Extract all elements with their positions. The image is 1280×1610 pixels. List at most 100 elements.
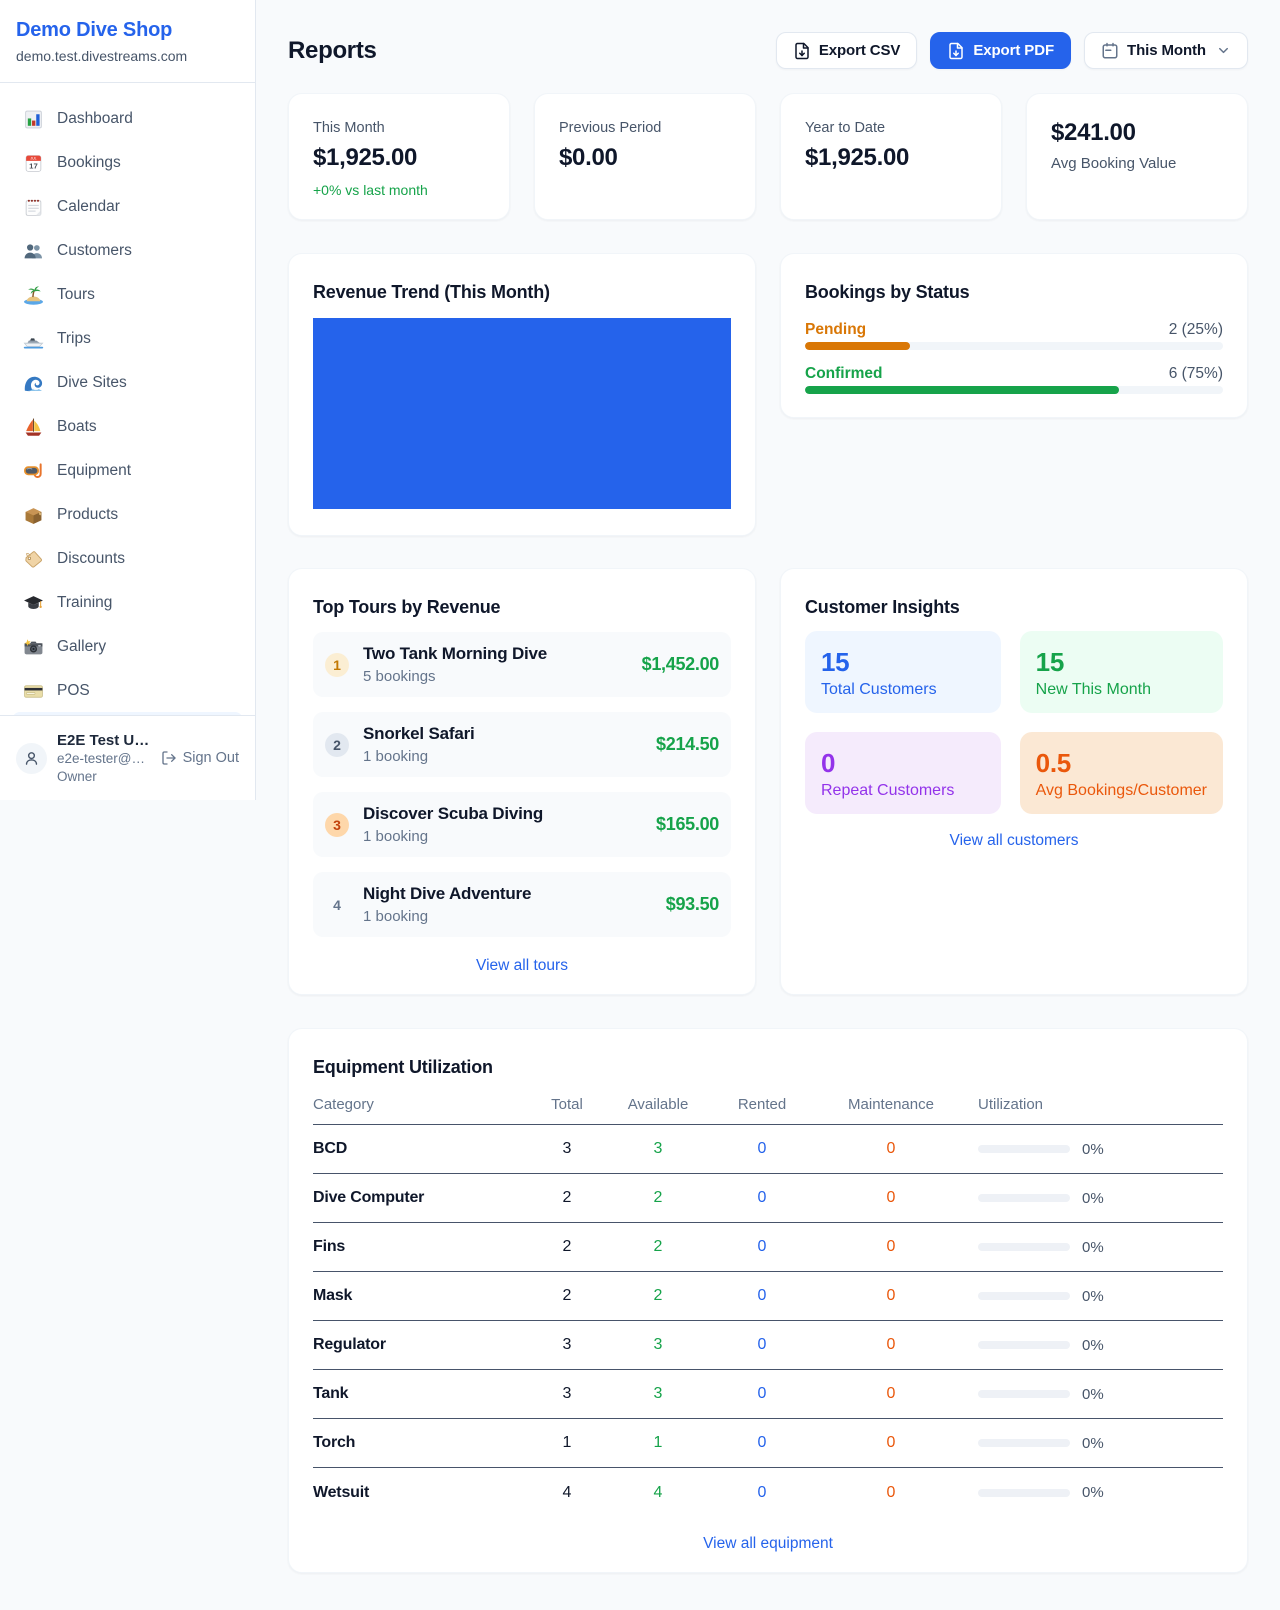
diving-mask-icon — [22, 460, 44, 482]
stat-card-year-to-date: Year to Date $1,925.00 — [780, 93, 1002, 220]
insight-tile-avg-bookings: 0.5 Avg Bookings/Customer — [1019, 732, 1223, 814]
top-tours-title: Top Tours by Revenue — [313, 597, 501, 617]
equipment-maintenance: 0 — [886, 1140, 896, 1157]
revenue-bar — [313, 318, 731, 509]
speedboat-icon — [22, 328, 44, 350]
table-row: Torch 1 1 0 0 0% — [313, 1419, 1223, 1468]
rank-badge: 4 — [333, 896, 341, 913]
status-label: Confirmed — [805, 365, 883, 382]
utilization-track — [978, 1488, 1070, 1497]
sidebar-item-reports[interactable] — [12, 712, 243, 715]
sign-out-button[interactable]: Sign Out — [161, 750, 239, 766]
stat-value: $241.00 — [1051, 119, 1136, 146]
rank-badge: 1 — [325, 652, 349, 677]
sidebar-item-label: POS — [57, 682, 90, 699]
tour-revenue: $214.50 — [656, 734, 719, 754]
equipment-available: 3 — [653, 1336, 663, 1353]
equipment-available: 2 — [653, 1189, 663, 1206]
sidebar-item-bookings[interactable]: 17 JUL Bookings — [12, 143, 243, 183]
user-role: Owner — [57, 768, 97, 784]
insight-tile-repeat-customers: 0 Repeat Customers — [805, 732, 1001, 814]
shop-name: Demo Dive Shop — [16, 19, 173, 41]
utilization-track — [978, 1292, 1070, 1300]
sidebar-item-dashboard[interactable]: Dashboard — [12, 99, 243, 139]
tour-name: Night Dive Adventure — [363, 884, 532, 903]
equipment-total: 3 — [562, 1336, 572, 1353]
equipment-table-header: Category Total Available Rented Maintena… — [313, 1094, 1223, 1125]
utilization-percent: 0% — [1082, 1484, 1104, 1501]
period-selector[interactable]: This Month — [1084, 32, 1248, 69]
column-header: Rented — [737, 1096, 787, 1113]
equipment-utilization-cell: 0% — [967, 1190, 1223, 1207]
equipment-rented: 0 — [757, 1385, 767, 1402]
equipment-category: Torch — [313, 1434, 356, 1451]
export-pdf-button[interactable]: Export PDF — [930, 32, 1072, 69]
utilization-track — [978, 1194, 1070, 1202]
user-name: E2E Test U… — [57, 731, 150, 749]
bar-chart-icon — [22, 108, 44, 130]
export-csv-label: Export CSV — [818, 42, 901, 59]
equipment-available: 3 — [653, 1140, 663, 1157]
tour-name: Discover Scuba Diving — [363, 804, 544, 823]
table-row: Mask 2 2 0 0 0% — [313, 1272, 1223, 1321]
equipment-utilization-cell: 0% — [967, 1484, 1223, 1501]
table-row: BCD 3 3 0 0 0% — [313, 1125, 1223, 1174]
stat-card-avg-booking-value: $241.00 Avg Booking Value — [1026, 93, 1248, 220]
wave-icon — [22, 372, 44, 394]
insight-value: 15 — [1035, 647, 1065, 677]
sidebar-item-training[interactable]: Training — [12, 583, 243, 623]
sidebar-item-equipment[interactable]: Equipment — [12, 451, 243, 491]
sidebar-nav: Dashboard 17 JUL Bookings Calendar Custom… — [0, 83, 255, 715]
equipment-total: 3 — [562, 1385, 572, 1402]
table-row: Dive Computer 2 2 0 0 0% — [313, 1174, 1223, 1223]
mid-row: Top Tours by Revenue 1 Two Tank Morning … — [288, 568, 1248, 995]
sidebar-item-discounts[interactable]: Discounts — [12, 539, 243, 579]
sidebar-item-tours[interactable]: Tours — [12, 275, 243, 315]
sidebar-item-dive-sites[interactable]: Dive Sites — [12, 363, 243, 403]
equipment-rented: 0 — [757, 1140, 767, 1157]
sidebar-item-label: Customers — [57, 242, 132, 259]
sidebar-item-pos[interactable]: POS — [12, 671, 243, 711]
stat-card-previous-period: Previous Period $0.00 — [534, 93, 756, 220]
view-all-tours-link[interactable]: View all tours — [476, 957, 568, 974]
sidebar-item-gallery[interactable]: Gallery — [12, 627, 243, 667]
sidebar-item-label: Products — [57, 506, 119, 523]
equipment-total: 2 — [562, 1189, 572, 1206]
equipment-total: 1 — [562, 1434, 572, 1451]
sidebar-item-trips[interactable]: Trips — [12, 319, 243, 359]
equipment-utilization-cell: 0% — [967, 1141, 1223, 1158]
insight-value: 15 — [821, 647, 850, 677]
equipment-utilization-cell: 0% — [967, 1386, 1223, 1403]
customer-insights-card: Customer Insights 15 Total Customers 15 … — [780, 568, 1248, 995]
equipment-utilization-cell: 0% — [967, 1239, 1223, 1256]
equipment-available: 2 — [653, 1238, 663, 1255]
status-progress-fill — [805, 386, 1119, 394]
stat-label: Avg Booking Value — [1051, 155, 1177, 172]
equipment-maintenance: 0 — [886, 1434, 896, 1451]
tour-bookings: 1 booking — [363, 748, 429, 765]
column-header: Available — [627, 1096, 689, 1113]
calendar-icon — [1102, 42, 1118, 58]
utilization-track — [978, 1145, 1070, 1153]
chevron-down-icon — [1219, 47, 1228, 54]
period-label: This Month — [1127, 42, 1206, 59]
equipment-available: 4 — [653, 1483, 663, 1501]
sidebar-item-calendar[interactable]: Calendar — [12, 187, 243, 227]
sidebar-item-products[interactable]: Products — [12, 495, 243, 535]
stats-row: This Month $1,925.00 +0% vs last month P… — [288, 93, 1248, 220]
sidebar-item-boats[interactable]: Boats — [12, 407, 243, 447]
equipment-rented: 0 — [757, 1483, 767, 1501]
column-header: Category — [313, 1096, 374, 1113]
utilization-percent: 0% — [1082, 1238, 1104, 1256]
tag-icon — [22, 548, 44, 570]
view-all-customers-link[interactable]: View all customers — [949, 832, 1079, 849]
sidebar-item-label: Calendar — [57, 198, 120, 215]
top-tours-card: Top Tours by Revenue 1 Two Tank Morning … — [288, 568, 756, 995]
sidebar-item-customers[interactable]: Customers — [12, 231, 243, 271]
export-csv-button[interactable]: Export CSV — [775, 32, 918, 69]
sidebar-item-label: Bookings — [57, 154, 121, 171]
status-row-pending: Pending 2 (25%) — [805, 320, 1223, 350]
view-all-equipment-link[interactable]: View all equipment — [703, 1535, 833, 1552]
equipment-category: BCD — [313, 1140, 348, 1157]
page-header: Reports Export CSV Export PDF This Month — [288, 32, 1248, 69]
